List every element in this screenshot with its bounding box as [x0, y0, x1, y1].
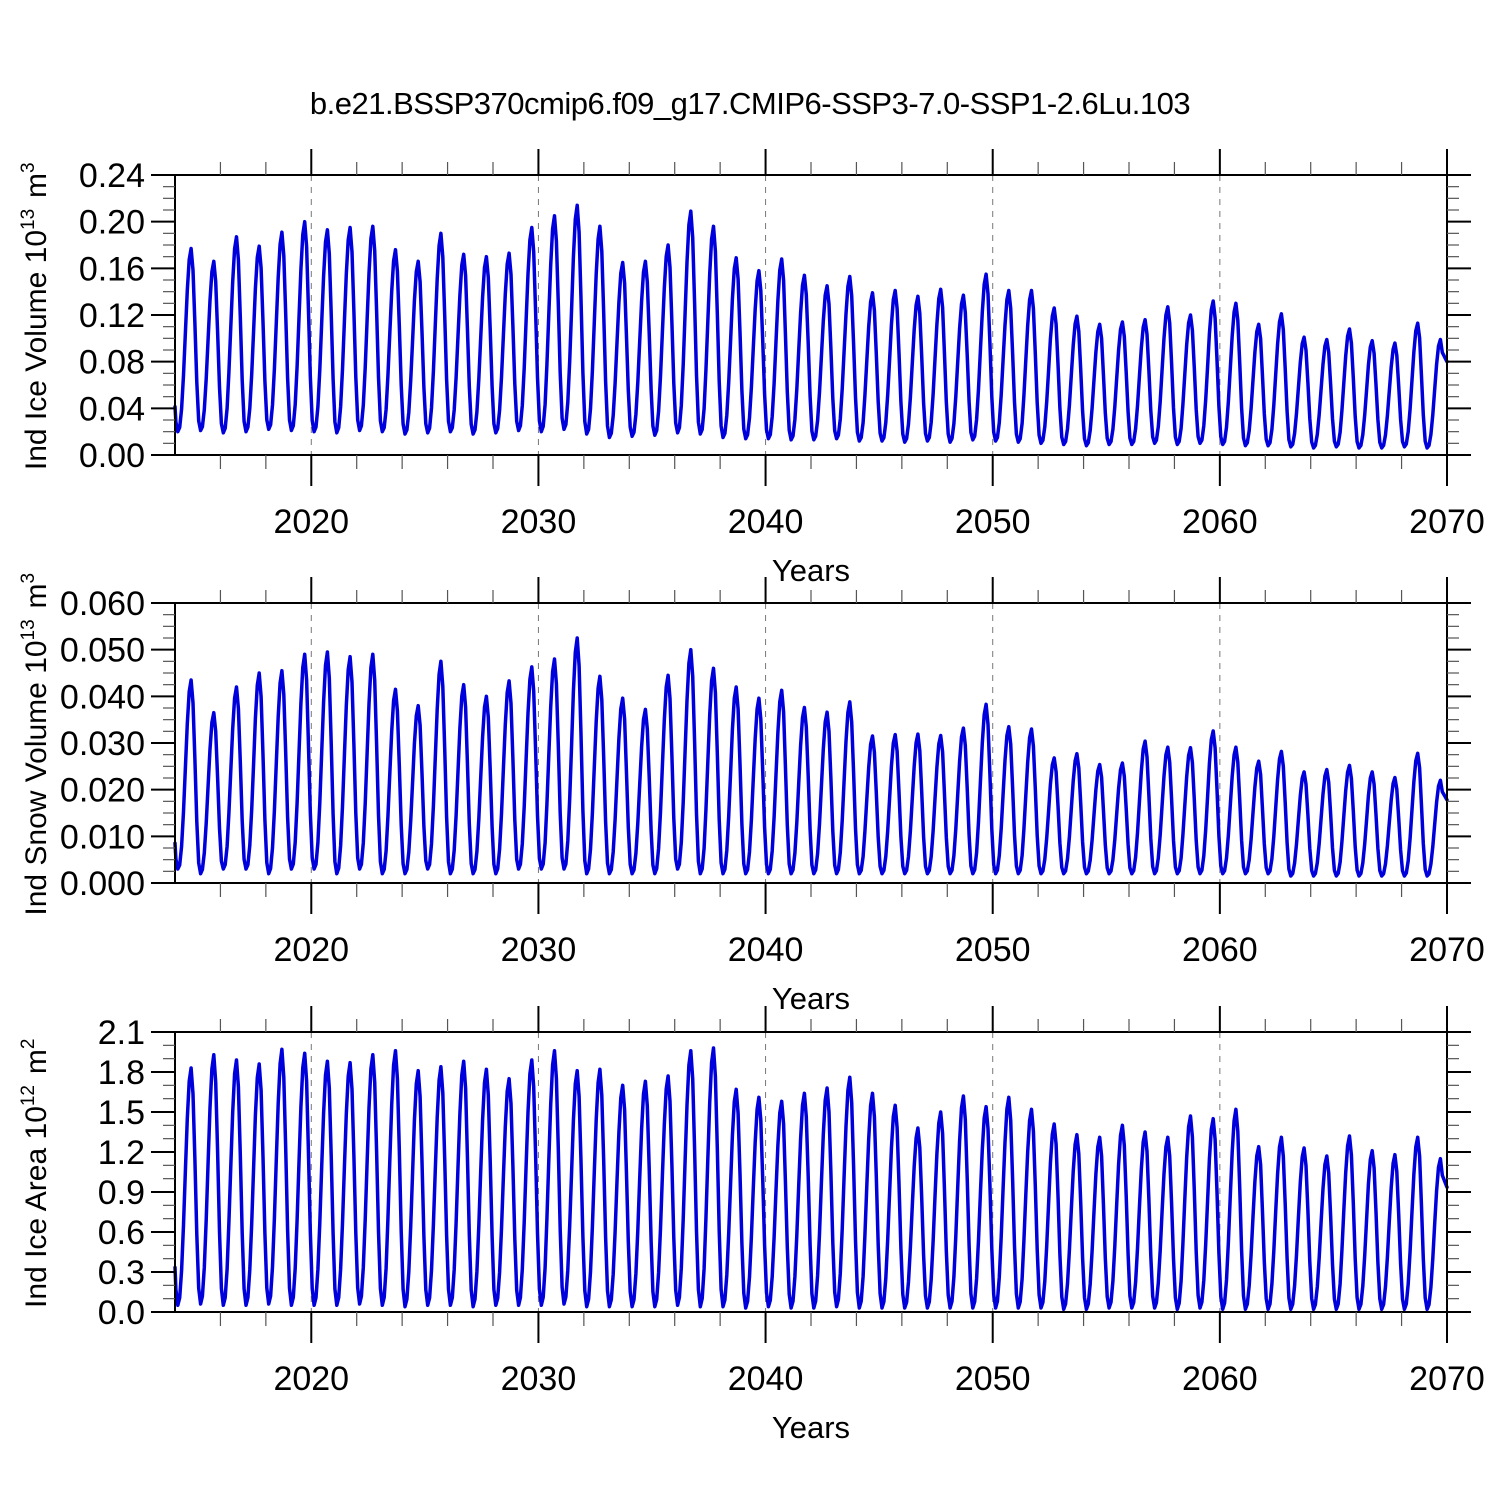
y-tick-label: 0.24 — [79, 157, 145, 195]
x-tick-label: 2050 — [955, 503, 1031, 541]
x-tick-label: 2070 — [1409, 931, 1485, 969]
snow-volume-panel: 2020 2030 2040 2050 2060 2070Years0.0000.0100… — [18, 570, 1485, 1016]
x-tick-label: 2070 — [1409, 1360, 1485, 1398]
x-tick-label: 2040 — [728, 1360, 804, 1398]
y-axis: 0.000 0.010 0.020 0.030 0.040 0.050 0.060 — [60, 585, 1471, 903]
ice-area-series-line — [173, 1046, 1449, 1312]
y-axis: 0.00.30.60.91.21.51.82.1 — [98, 1014, 1471, 1332]
y-tick-label: 1.2 — [98, 1134, 145, 1172]
y-tick-label: 0.00 — [79, 437, 145, 475]
y-tick-label: 1.5 — [98, 1094, 145, 1132]
ice-volume-panel: 2020 2030 2040 2050 2060 2070Years0.000.040.0… — [18, 149, 1485, 588]
x-tick-label: 2020 — [273, 931, 349, 969]
x-tick-label: 2060 — [1182, 1360, 1258, 1398]
x-tick-label: 2020 — [273, 1360, 349, 1398]
y-tick-label: 1.8 — [98, 1054, 145, 1092]
x-tick-label: 2020 — [273, 503, 349, 541]
y-tick-label: 0.000 — [60, 865, 145, 903]
x-axis-title: Years — [772, 981, 850, 1016]
x-tick-label: 2050 — [955, 931, 1031, 969]
y-axis-title: Ind Ice Area 1012 m2 — [18, 1036, 53, 1308]
x-tick-label: 2070 — [1409, 503, 1485, 541]
x-axis: 2020 2030 2040 2050 2060 2070 Years — [219, 149, 1485, 588]
y-tick-label: 0.3 — [98, 1254, 145, 1292]
x-axis: 2020 2030 2040 2050 2060 2070 Years — [219, 1006, 1485, 1445]
y-tick-label: 0.12 — [79, 297, 145, 335]
plot-title: b.e21.BSSP370cmip6.f09_g17.CMIP6-SSP3-7.… — [309, 86, 1191, 121]
x-tick-label: 2030 — [501, 931, 577, 969]
x-axis: 2020 2030 2040 2050 2060 2070 Years — [219, 577, 1485, 1016]
y-tick-label: 0.08 — [79, 344, 145, 382]
x-tick-label: 2040 — [728, 931, 804, 969]
x-tick-label: 2060 — [1182, 931, 1258, 969]
x-tick-label: 2030 — [501, 503, 577, 541]
snow-volume-series-line — [173, 636, 1449, 878]
y-tick-label: 0.20 — [79, 204, 145, 242]
y-tick-label: 0.030 — [60, 725, 145, 763]
y-axis-title: Ind Ice Volume 1013 m3 — [18, 160, 53, 470]
y-axis: 0.00 0.04 0.08 0.12 0.16 0.20 0.24 — [79, 157, 1471, 475]
y-tick-label: 0.04 — [79, 390, 145, 428]
x-tick-label: 2050 — [955, 1360, 1031, 1398]
y-tick-label: 0.6 — [98, 1214, 145, 1252]
y-tick-label: 0.0 — [98, 1294, 145, 1332]
x-axis-title: Years — [772, 1410, 850, 1445]
ice-area-panel: 2020 2030 2040 2050 2060 2070 Years 0.00.30.60.… — [18, 1006, 1485, 1445]
y-tick-label: 0.020 — [60, 772, 145, 810]
x-axis-title: Years — [772, 553, 850, 588]
y-tick-label: 0.9 — [98, 1174, 145, 1212]
y-tick-label: 0.060 — [60, 585, 145, 623]
ice-volume-series-line — [173, 203, 1449, 450]
x-tick-label: 2060 — [1182, 503, 1258, 541]
y-tick-label: 0.050 — [60, 632, 145, 670]
x-tick-label: 2040 — [728, 503, 804, 541]
y-axis-title: Ind Snow Volume 1013 m3 — [18, 570, 53, 915]
y-tick-label: 0.16 — [79, 250, 145, 288]
y-tick-label: 0.010 — [60, 818, 145, 856]
y-tick-label: 0.040 — [60, 678, 145, 716]
x-tick-label: 2030 — [501, 1360, 577, 1398]
y-tick-label: 2.1 — [98, 1014, 145, 1052]
